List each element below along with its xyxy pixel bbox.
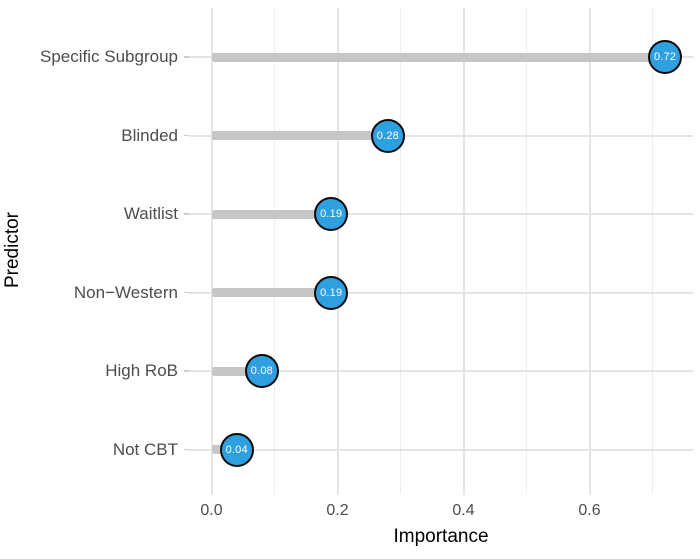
lollipop-segment — [211, 366, 262, 376]
y-axis-tick — [184, 56, 189, 58]
point-value-label: 0.19 — [320, 208, 343, 220]
x-major-gridline — [336, 8, 339, 495]
x-axis-tick-label: 0.0 — [200, 502, 223, 519]
x-axis-title: Importance — [393, 526, 489, 547]
y-gridline — [189, 213, 693, 215]
y-axis-category-label: Waitlist — [123, 204, 178, 223]
y-axis-category-label: Specific Subgroup — [40, 47, 178, 66]
point-value-label: 0.04 — [225, 443, 248, 456]
y-axis-category-label: Non−Western — [73, 282, 178, 302]
x-minor-gridline — [274, 8, 275, 494]
y-axis-tick — [184, 134, 189, 137]
point-value-label: 0.08 — [250, 365, 273, 377]
x-minor-gridline — [400, 8, 401, 494]
y-axis-category-label: Not CBT — [112, 439, 178, 459]
x-major-gridline — [210, 8, 213, 495]
y-axis-title: Predictor — [2, 211, 23, 289]
lollipop-segment — [211, 288, 332, 297]
x-axis-tick-label: 0.2 — [326, 502, 349, 519]
x-axis-tick-label: 0.4 — [452, 502, 475, 519]
y-axis-tick — [184, 213, 189, 215]
y-axis-tick — [184, 291, 189, 294]
y-gridline — [189, 370, 693, 372]
x-major-gridline — [462, 8, 465, 495]
x-minor-gridline — [652, 8, 653, 494]
y-axis-category-label: High RoB — [105, 361, 178, 380]
lollipop-point: 0.19 — [314, 197, 349, 231]
lollipop-point: 0.04 — [219, 432, 254, 467]
x-axis-tick-label: 0.6 — [578, 502, 601, 519]
x-major-gridline — [588, 8, 591, 495]
y-axis-tick — [184, 448, 189, 451]
y-axis-tick — [184, 370, 189, 372]
lollipop-point: 0.08 — [244, 354, 279, 388]
lollipop-point: 0.19 — [314, 275, 349, 310]
y-gridline — [189, 448, 693, 451]
y-gridline — [189, 134, 693, 137]
point-value-label: 0.72 — [653, 51, 677, 63]
point-value-label: 0.28 — [376, 129, 399, 142]
y-gridline — [189, 291, 693, 294]
lollipop-point: 0.72 — [648, 40, 683, 74]
lollipop-segment — [211, 52, 666, 62]
x-minor-gridline — [526, 8, 527, 494]
lollipop-segment — [211, 131, 388, 140]
point-value-label: 0.19 — [320, 286, 343, 299]
y-axis-category-label: Blinded — [121, 125, 178, 145]
lollipop-point: 0.28 — [370, 118, 405, 153]
lollipop-segment — [211, 209, 332, 219]
plot-panel: 0.72 0.28 0.19 0.19 0.08 0.04 — [184, 8, 693, 495]
